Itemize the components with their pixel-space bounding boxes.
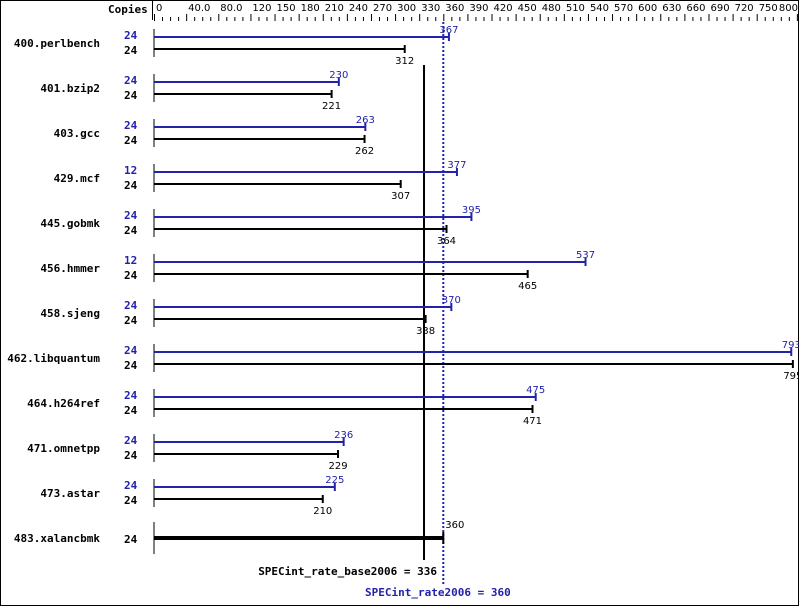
peak-value-label: 395	[462, 205, 481, 216]
base-value-label: 262	[355, 146, 374, 157]
peak-value-label: 367	[439, 25, 458, 36]
benchmark-label: 462.libquantum	[7, 352, 100, 365]
x-tick-label: 360	[445, 3, 464, 14]
x-tick-label: 180	[301, 3, 320, 14]
base-copies: 24	[124, 314, 138, 327]
benchmark-label: 429.mcf	[54, 172, 100, 185]
base-value-label: 229	[328, 461, 347, 472]
peak-copies: 24	[124, 209, 138, 222]
base-value-label: 471	[523, 416, 542, 427]
benchmark-label: 458.sjeng	[40, 307, 100, 320]
benchmark-label: 445.gobmk	[40, 217, 100, 230]
x-tick-label: 120	[252, 3, 271, 14]
base-copies: 24	[124, 404, 138, 417]
base-value-label: 364	[437, 236, 456, 247]
x-tick-label: 210	[325, 3, 344, 14]
x-tick-label: 80.0	[220, 3, 242, 14]
x-tick-label: 690	[710, 3, 729, 14]
peak-copies: 24	[124, 344, 138, 357]
base-value-label: 312	[395, 56, 414, 67]
benchmark-label: 483.xalancbmk	[14, 532, 100, 545]
base-value-label: 795	[783, 371, 799, 382]
peak-copies: 24	[124, 119, 138, 132]
x-tick-label: 0	[156, 3, 162, 14]
x-tick-label: 800	[779, 3, 798, 14]
peak-value-label: 225	[325, 475, 344, 486]
peak-copies: 24	[124, 434, 138, 447]
peak-value-label: 370	[442, 295, 461, 306]
benchmark-label: 471.omnetpp	[27, 442, 100, 455]
x-tick-label: 540	[590, 3, 609, 14]
base-copies: 24	[124, 89, 138, 102]
base-value-label: 465	[518, 281, 537, 292]
x-tick-label: 450	[518, 3, 537, 14]
base-value-label: 338	[416, 326, 435, 337]
benchmark-label: 403.gcc	[54, 127, 100, 140]
x-tick-label: 480	[542, 3, 561, 14]
peak-copies: 24	[124, 74, 138, 87]
base-value-label: 210	[313, 506, 332, 517]
peak-value-label: 236	[334, 430, 353, 441]
peak-copies: 24	[124, 29, 138, 42]
peak-value-label: 537	[576, 250, 595, 261]
x-tick-label: 240	[349, 3, 368, 14]
benchmark-label: 464.h264ref	[27, 397, 100, 410]
x-tick-label: 600	[638, 3, 657, 14]
base-value-label: 221	[322, 101, 341, 112]
peak-copies: 12	[124, 164, 137, 177]
x-tick-label: 420	[494, 3, 513, 14]
x-tick-label: 510	[566, 3, 585, 14]
x-tick-label: 390	[469, 3, 488, 14]
base-copies: 24	[124, 449, 138, 462]
base-copies: 24	[124, 44, 138, 57]
peak-value-label: 377	[447, 160, 466, 171]
base-value-label: 307	[391, 191, 410, 202]
base-copies: 24	[124, 533, 138, 546]
peak-copies: 12	[124, 254, 137, 267]
x-tick-label: 270	[373, 3, 392, 14]
base-copies: 24	[124, 269, 138, 282]
benchmark-label: 401.bzip2	[40, 82, 100, 95]
benchmark-label: 400.perlbench	[14, 37, 100, 50]
x-tick-label: 660	[686, 3, 705, 14]
axis-header: Copies	[108, 3, 148, 16]
base-value-label: 360	[445, 520, 464, 531]
peak-copies: 24	[124, 299, 138, 312]
base-copies: 24	[124, 224, 138, 237]
benchmark-label: 473.astar	[40, 487, 100, 500]
peak-value-label: 475	[526, 385, 545, 396]
x-tick-label: 750	[759, 3, 778, 14]
base-copies: 24	[124, 359, 138, 372]
peak-value-label: 230	[329, 70, 348, 81]
x-tick-label: 720	[735, 3, 754, 14]
base-copies: 24	[124, 494, 138, 507]
peak-copies: 24	[124, 479, 138, 492]
benchmark-label: 456.hmmer	[40, 262, 100, 275]
peak-value-label: 793	[782, 340, 799, 351]
x-tick-label: 330	[421, 3, 440, 14]
x-tick-label: 40.0	[188, 3, 210, 14]
base-copies: 24	[124, 134, 138, 147]
peak-value-label: 263	[356, 115, 375, 126]
x-tick-label: 150	[277, 3, 296, 14]
x-tick-label: 300	[397, 3, 416, 14]
peak-copies: 24	[124, 389, 138, 402]
x-tick-label: 570	[614, 3, 633, 14]
x-tick-label: 630	[662, 3, 681, 14]
base-reference-label: SPECint_rate_base2006 = 336	[258, 565, 437, 578]
peak-reference-label: SPECint_rate2006 = 360	[365, 586, 511, 599]
base-copies: 24	[124, 179, 138, 192]
